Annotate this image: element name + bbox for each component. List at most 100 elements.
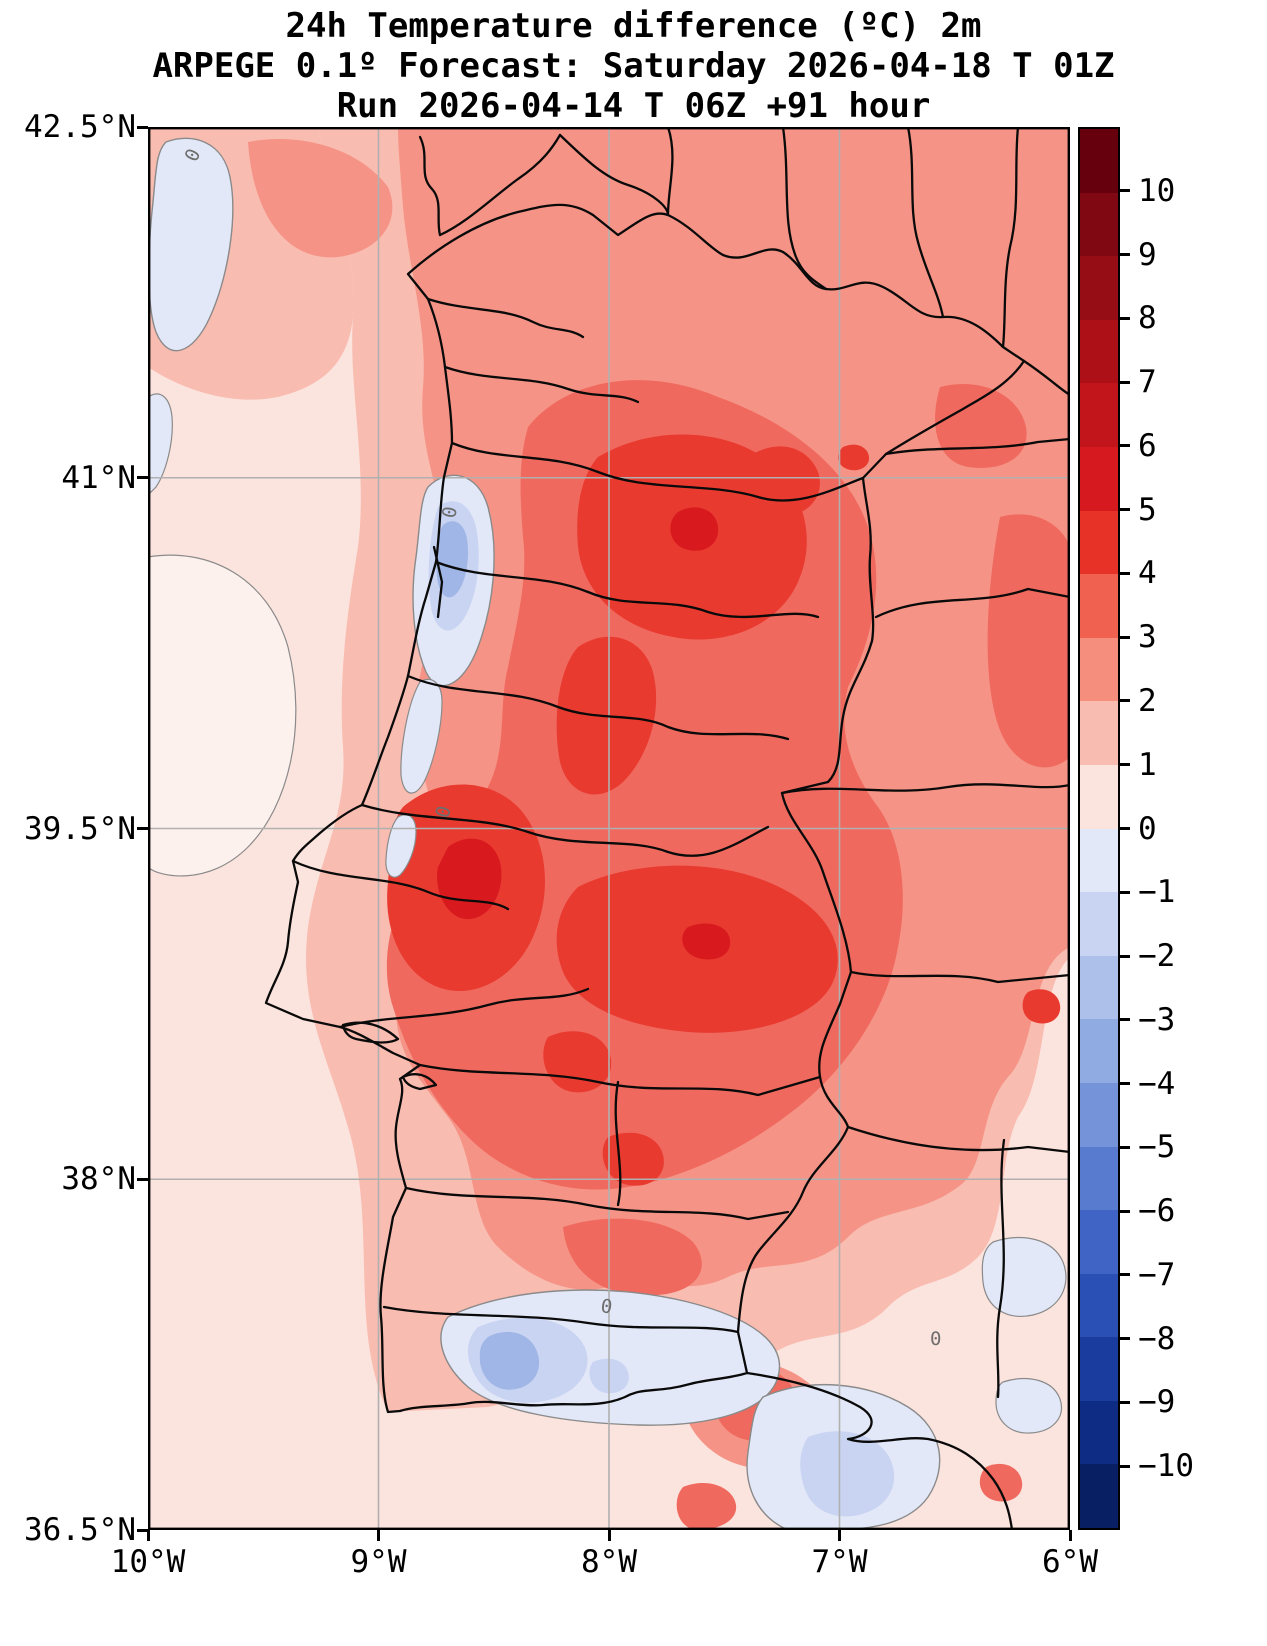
y-axis-tickmark bbox=[137, 1528, 148, 1532]
colorbar-tick-label: 10 bbox=[1138, 172, 1176, 209]
colorbar-tickmark bbox=[1120, 1018, 1130, 1022]
colorbar-tick-label: −10 bbox=[1138, 1448, 1194, 1485]
district-line bbox=[418, 1063, 822, 1097]
spain-coast-line bbox=[745, 1371, 1014, 1530]
district-line bbox=[404, 1186, 790, 1221]
colorbar-tick-label: 6 bbox=[1138, 427, 1157, 464]
colorbar-tick-label: −2 bbox=[1138, 938, 1176, 975]
colorbar-segment bbox=[1080, 1082, 1118, 1147]
colorbar-tick-label: 0 bbox=[1138, 810, 1157, 847]
fill-region-negative bbox=[479, 1331, 540, 1390]
x-axis-tick-label: 10°W bbox=[110, 1544, 186, 1580]
x-axis-tick-label: 7°W bbox=[811, 1544, 868, 1580]
colorbar-tick-label: −1 bbox=[1138, 874, 1176, 911]
colorbar-tickmark bbox=[1120, 380, 1130, 384]
colorbar-segment bbox=[1080, 701, 1118, 765]
colorbar-segment bbox=[1080, 1210, 1118, 1274]
map-plot: 0 0 0 0 0 bbox=[148, 127, 1070, 1530]
colorbar-segment bbox=[1080, 637, 1118, 702]
colorbar-segment bbox=[1080, 256, 1118, 320]
colorbar-segment bbox=[1080, 1400, 1118, 1465]
colorbar-segment bbox=[1080, 1337, 1118, 1401]
colorbar-tickmark bbox=[1120, 253, 1130, 257]
district-line bbox=[382, 1305, 740, 1334]
colorbar-tickmark bbox=[1120, 954, 1130, 958]
spain-line bbox=[846, 1125, 1070, 1154]
colorbar-segments bbox=[1080, 129, 1118, 1529]
fill-region-negative bbox=[385, 814, 417, 878]
colorbar bbox=[1078, 127, 1120, 1530]
colorbar-tick-label: 2 bbox=[1138, 682, 1157, 719]
colorbar-tick-label: 3 bbox=[1138, 619, 1157, 656]
spain-line bbox=[1001, 127, 1020, 349]
x-axis-tick-label: 8°W bbox=[581, 1544, 637, 1580]
colorbar-tickmark bbox=[1120, 1145, 1130, 1149]
colorbar-segment bbox=[1080, 955, 1118, 1020]
district-line bbox=[614, 1080, 622, 1207]
colorbar-tickmark bbox=[1120, 763, 1130, 767]
gridline-layer bbox=[148, 127, 1070, 1530]
spain-line bbox=[438, 133, 562, 237]
y-axis-tickmark bbox=[137, 1177, 148, 1181]
colorbar-tick-label: −3 bbox=[1138, 1001, 1176, 1038]
portugal-outline bbox=[264, 203, 1026, 1414]
colorbar-tick-label: −5 bbox=[1138, 1129, 1176, 1166]
fill-region-negative bbox=[148, 137, 234, 352]
y-axis-tick-label: 41°N bbox=[61, 459, 136, 496]
y-axis-tick-label: 42.5°N bbox=[24, 109, 136, 145]
colorbar-tickmark bbox=[1120, 571, 1130, 575]
district-line bbox=[360, 803, 770, 857]
zero-contour-label: 0 bbox=[438, 505, 462, 520]
fill-region-negative bbox=[400, 678, 443, 794]
district-line bbox=[450, 441, 865, 502]
colorbar-tick-label: −9 bbox=[1138, 1384, 1176, 1421]
colorbar-segment bbox=[1080, 383, 1118, 447]
y-axis-tickmark bbox=[137, 476, 148, 480]
fill-region bbox=[838, 444, 870, 471]
spain-line bbox=[1022, 359, 1070, 397]
x-axis-tickmark bbox=[1068, 1530, 1072, 1541]
colorbar-segment bbox=[1080, 1464, 1118, 1529]
title-line-1: 24h Temperature difference (ºC) 2m bbox=[285, 6, 982, 46]
colorbar-segment bbox=[1080, 446, 1118, 511]
spain-line bbox=[781, 127, 828, 291]
fill-region-negative bbox=[800, 1431, 895, 1517]
colorbar-tick-label: 1 bbox=[1138, 746, 1157, 783]
colorbar-segment bbox=[1080, 129, 1118, 193]
district-line bbox=[426, 297, 585, 339]
fill-region-negative bbox=[995, 1378, 1062, 1434]
title-line-2: ARPEGE 0.1º Forecast: Saturday 2026-04-1… bbox=[152, 46, 1115, 86]
spain-line bbox=[418, 135, 442, 237]
spain-line bbox=[558, 133, 670, 217]
zero-contour-label: 0 bbox=[599, 1295, 613, 1318]
colorbar-tick-label: 8 bbox=[1138, 300, 1157, 337]
colorbar-segment bbox=[1080, 1273, 1118, 1338]
spain-line bbox=[666, 127, 674, 217]
colorbar-tickmark bbox=[1120, 444, 1130, 448]
colorbar-segment bbox=[1080, 828, 1118, 893]
colorbar-tick-label: 5 bbox=[1138, 491, 1157, 528]
colorbar-segment bbox=[1080, 319, 1118, 384]
fill-region bbox=[563, 1218, 702, 1296]
district-line bbox=[406, 674, 790, 741]
district-line bbox=[338, 987, 590, 1029]
fill-region bbox=[148, 554, 297, 877]
x-axis-tick-label: 6°W bbox=[1042, 1544, 1098, 1580]
colorbar-tick-label: −7 bbox=[1138, 1256, 1176, 1293]
colorbar-tick-label: 7 bbox=[1138, 364, 1157, 401]
spain-line bbox=[780, 783, 1070, 795]
coast-detail bbox=[432, 545, 444, 619]
zero-contour-label: 0 bbox=[432, 804, 456, 821]
fill-region bbox=[676, 1483, 737, 1530]
colorbar-tickmark bbox=[1120, 1209, 1130, 1213]
colorbar-tickmark bbox=[1120, 1400, 1130, 1404]
x-axis-tickmark bbox=[838, 1530, 841, 1541]
colorbar-segment bbox=[1080, 892, 1118, 956]
colorbar-tick-label: 9 bbox=[1138, 236, 1157, 273]
colorbar-tick-label: −4 bbox=[1138, 1065, 1176, 1102]
colorbar-segment bbox=[1080, 192, 1118, 257]
x-axis-tickmark bbox=[146, 1530, 150, 1541]
zero-contour-label: 0 bbox=[930, 1328, 941, 1350]
spain-line bbox=[906, 127, 945, 319]
